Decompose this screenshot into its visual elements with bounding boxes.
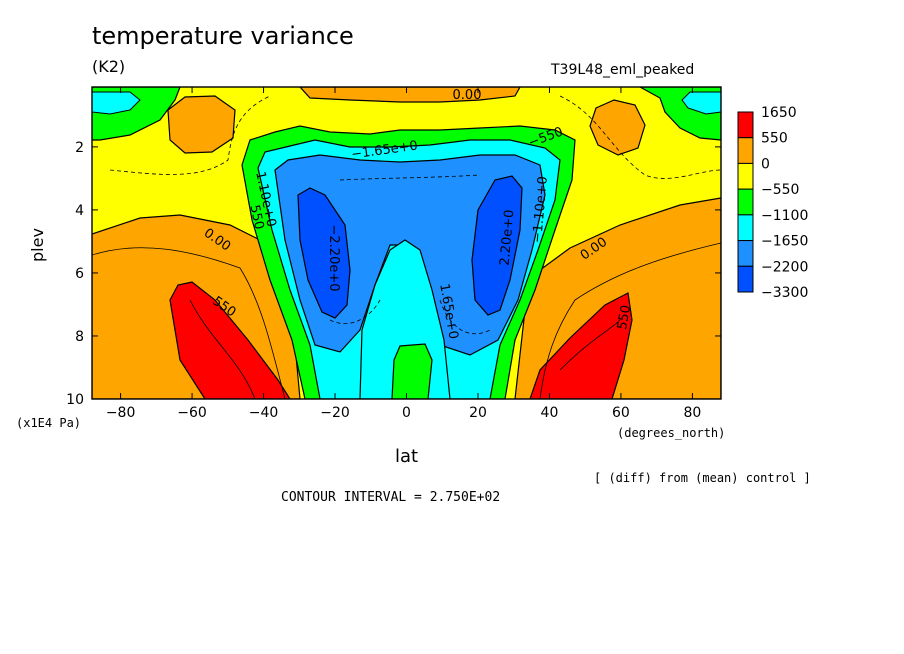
run-name: T39L48_eml_peaked <box>551 62 695 78</box>
fill-cyan-necorner <box>681 91 721 115</box>
contour-label: −1.10e+0 <box>530 176 551 244</box>
contour-label: 0.00 <box>453 88 482 103</box>
x-axis-label: lat <box>395 446 419 467</box>
colorbar-swatch <box>737 188 754 216</box>
diff-note: [ (diff) from (mean) control ] <box>594 471 811 485</box>
colorbar-label: 0 <box>761 156 770 172</box>
fill-darkblue-e <box>471 175 523 316</box>
colorbar-label: −1100 <box>761 208 808 224</box>
y-tick-label: 4 <box>75 203 84 219</box>
colorbar-label: −550 <box>761 182 799 198</box>
fill-orange-island-w <box>167 95 236 154</box>
x-tick-label: −60 <box>177 405 207 421</box>
colorbar-label: 1650 <box>761 105 797 121</box>
x-tick-label: 60 <box>612 405 630 421</box>
x-tick-label: 40 <box>541 405 559 421</box>
y-tick-label: 10 <box>66 392 84 408</box>
contour-label: 550 <box>615 304 634 331</box>
fill-orange-island-e <box>589 99 646 156</box>
fill-cyan-nwcorner <box>92 91 141 115</box>
colorbar-label: 550 <box>761 131 788 147</box>
x-tick-label: −20 <box>320 405 350 421</box>
colorbar-label: −2200 <box>761 259 808 275</box>
y-axis-units: (x1E4 Pa) <box>16 416 82 430</box>
x-tick-label: 80 <box>683 405 701 421</box>
colorbar-label: −3300 <box>761 285 808 301</box>
fill-orange-top <box>299 87 521 103</box>
chart-units: (K2) <box>92 57 126 76</box>
colorbar-label: −1650 <box>761 234 808 250</box>
x-tick-label: 0 <box>402 405 411 421</box>
fill-red-sw <box>169 281 291 399</box>
colorbar-swatch <box>737 111 754 139</box>
x-tick-label: −40 <box>249 405 279 421</box>
colorbar-swatch <box>737 137 754 164</box>
x-axis-units: (degrees_north) <box>617 426 726 440</box>
contour-label: −2.20e+0 <box>326 225 341 292</box>
y-tick-label: 6 <box>75 266 84 282</box>
fill-green-bottom <box>391 343 433 399</box>
x-tick-label: −80 <box>106 405 136 421</box>
contour-label: 2.20e+0 <box>498 209 518 266</box>
colorbar: 1650 550 0 −550 −1100 −1650 −2200 −3300 <box>737 105 808 301</box>
fill-darkblue-w <box>297 187 351 319</box>
y-tick-label: 2 <box>75 140 84 156</box>
contour-interval: CONTOUR INTERVAL = 2.750E+02 <box>281 490 501 505</box>
colorbar-swatch <box>737 265 754 293</box>
contour-lines <box>92 95 721 399</box>
colorbar-swatch <box>737 240 754 267</box>
contour-fill <box>92 87 721 399</box>
axes: −80 −60 −40 −20 0 20 40 60 80 2 4 6 8 10 <box>66 87 721 421</box>
x-tick-label: 20 <box>469 405 487 421</box>
contour-label: 550 <box>247 204 267 231</box>
y-axis-label: plev <box>28 228 47 262</box>
y-tick-label: 8 <box>75 329 84 345</box>
colorbar-swatch <box>737 214 754 242</box>
chart-title: temperature variance <box>92 22 354 50</box>
fill-red-se <box>529 292 633 399</box>
colorbar-swatch <box>737 162 754 190</box>
